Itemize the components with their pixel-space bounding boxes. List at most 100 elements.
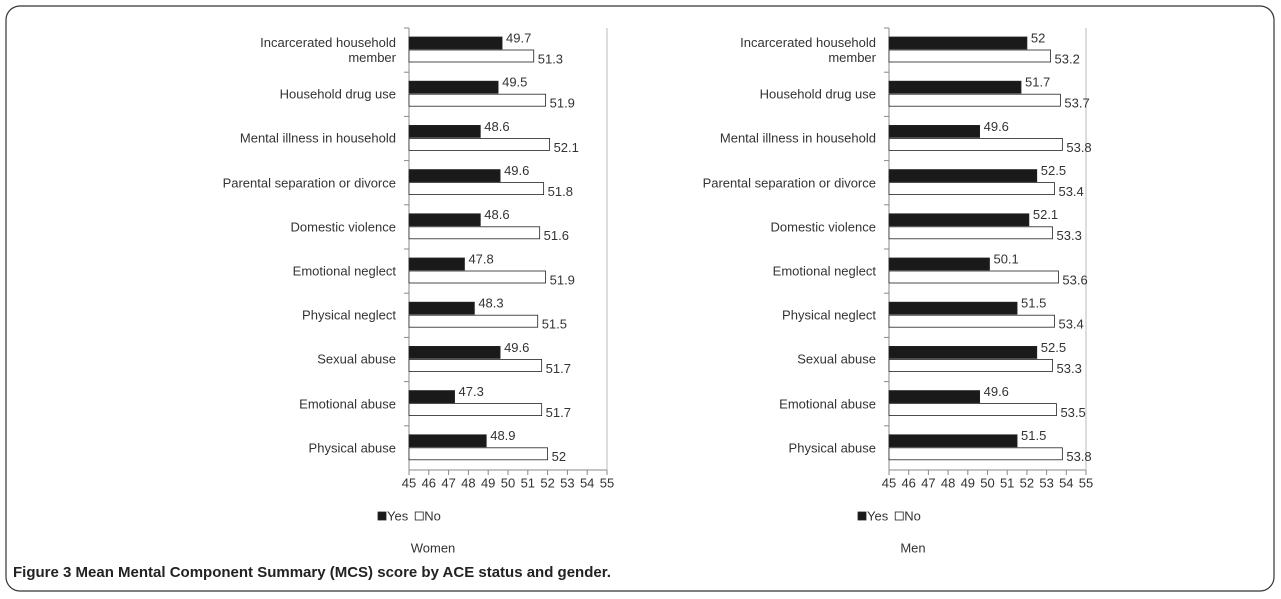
legend-swatch: [857, 511, 867, 521]
category-label: Domestic violence: [290, 219, 397, 235]
bar: [888, 213, 1030, 227]
data-label: 51.3: [538, 51, 563, 66]
x-tick-label: 47: [921, 475, 935, 490]
data-label: 53.7: [1064, 96, 1089, 111]
data-label: 53.4: [1058, 184, 1083, 199]
data-label: 50.1: [993, 251, 1018, 266]
bar: [408, 226, 541, 240]
category-label: Sexual abuse: [797, 351, 876, 367]
bar: [408, 345, 501, 359]
category-label: Physical abuse: [788, 440, 876, 456]
data-label: 53.3: [1057, 361, 1082, 376]
category-label: Mental illness in household: [719, 130, 876, 146]
data-label: 51.5: [1021, 428, 1046, 443]
bar: [408, 137, 550, 151]
legend-label: No: [424, 508, 441, 523]
bar: [888, 390, 981, 404]
x-tick-label: 48: [941, 475, 955, 490]
data-label: 51.7: [1025, 75, 1050, 90]
x-tick-label: 54: [1059, 475, 1073, 490]
bar: [408, 301, 475, 315]
x-tick-label: 48: [461, 475, 475, 490]
bar: [408, 36, 503, 50]
bar: [408, 358, 543, 372]
caption-label: Figure 3: [13, 564, 72, 581]
bar: [888, 49, 1051, 63]
data-label: 49.5: [502, 75, 527, 90]
data-label: 51.9: [550, 96, 575, 111]
bar: [408, 434, 487, 448]
bar: [408, 257, 465, 271]
bar: [888, 137, 1063, 151]
bar: [888, 270, 1059, 284]
data-label: 52.1: [1033, 207, 1058, 222]
bar: [888, 257, 990, 271]
data-label: 51.7: [546, 361, 571, 376]
category-label: Incarcerated household member: [740, 35, 876, 65]
category-label: Physical neglect: [782, 307, 876, 323]
data-label: 49.6: [984, 119, 1009, 134]
legend-swatch: [377, 511, 387, 521]
bar: [408, 93, 547, 107]
bar: [408, 80, 499, 94]
data-label: 48.3: [478, 296, 503, 311]
x-tick-label: 46: [901, 475, 915, 490]
bar: [888, 447, 1063, 461]
bar: [888, 36, 1028, 50]
data-label: 49.6: [504, 340, 529, 355]
caption-text: Mean Mental Component Summary (MCS) scor…: [75, 564, 611, 581]
category-label: Household drug use: [759, 86, 876, 102]
x-tick-label: 55: [600, 475, 614, 490]
legend-swatch: [414, 511, 424, 521]
bar: [408, 390, 455, 404]
category-label: Physical neglect: [302, 307, 396, 323]
x-tick-label: 51: [521, 475, 535, 490]
bar: [408, 169, 501, 183]
bar: [888, 345, 1038, 359]
bar: [888, 125, 981, 138]
x-tick-label: 54: [580, 475, 594, 490]
x-tick-label: 47: [441, 475, 455, 490]
category-label: Parental separation or divorce: [702, 175, 876, 191]
category-label: Parental separation or divorce: [222, 175, 396, 191]
data-label: 51.6: [544, 228, 569, 243]
x-tick-label: 52: [540, 475, 554, 490]
bar: [408, 447, 549, 461]
data-label: 53.8: [1066, 140, 1091, 155]
category-label: Sexual abuse: [317, 351, 396, 367]
bar: [408, 182, 545, 196]
bar: [408, 403, 543, 417]
category-label: Physical abuse: [308, 440, 396, 456]
x-tick-label: 52: [1020, 475, 1034, 490]
data-label: 51.8: [548, 184, 573, 199]
category-label: Incarcerated household member: [260, 35, 396, 65]
caption: Figure 3 Mean Mental Component Summary (…: [13, 564, 611, 581]
bar: [888, 434, 1018, 448]
bar: [408, 314, 539, 328]
data-label: 53.6: [1062, 272, 1087, 287]
bar: [888, 314, 1055, 328]
data-label: 49.6: [504, 163, 529, 178]
data-label: 47.3: [459, 384, 484, 399]
bar: [888, 169, 1038, 183]
category-label: Mental illness in household: [239, 130, 396, 146]
data-label: 48.9: [490, 428, 515, 443]
data-label: 48.6: [484, 119, 509, 134]
data-label: 52: [552, 449, 566, 464]
legend-swatch: [894, 511, 904, 521]
x-tick-label: 45: [402, 475, 416, 490]
x-tick-label: 55: [1079, 475, 1093, 490]
legend-label: Yes: [387, 508, 409, 523]
category-label: Emotional abuse: [299, 396, 396, 412]
bar: [408, 49, 535, 63]
bar: [408, 213, 481, 227]
category-label: Emotional neglect: [292, 263, 396, 279]
legend-label: No: [904, 508, 921, 523]
x-tick-label: 53: [560, 475, 574, 490]
data-label: 53.4: [1058, 317, 1083, 332]
category-label: Emotional neglect: [772, 263, 876, 279]
x-axis-title: Men: [900, 540, 925, 555]
data-label: 51.7: [546, 405, 571, 420]
x-tick-label: 50: [501, 475, 515, 490]
